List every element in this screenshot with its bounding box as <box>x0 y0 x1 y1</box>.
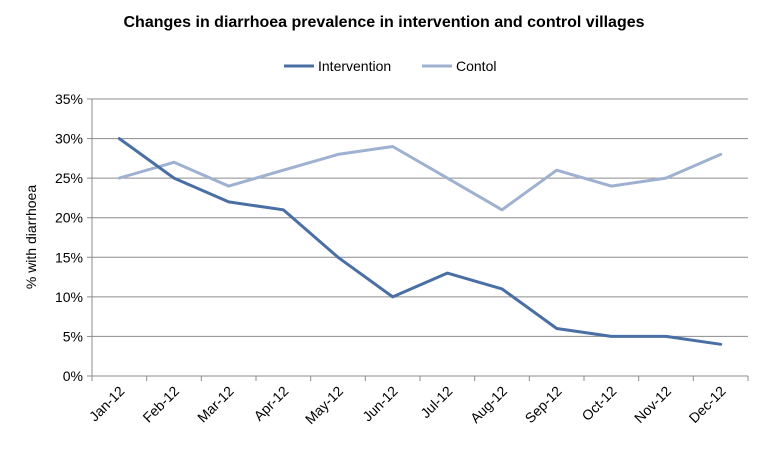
legend-label: Intervention <box>318 58 391 74</box>
x-tick-label: Feb-12 <box>139 383 182 426</box>
y-tick-label: 15% <box>55 249 83 265</box>
x-tick-label: Nov-12 <box>631 383 674 426</box>
y-tick-label: 35% <box>55 91 83 107</box>
x-tick-label: Aug-12 <box>467 383 510 426</box>
x-tick-label: Jul-12 <box>417 383 455 421</box>
y-tick-label: 5% <box>63 328 83 344</box>
series-line-intervention <box>117 137 723 346</box>
x-tick-label: Oct-12 <box>578 383 619 424</box>
series-line-contol <box>117 145 723 212</box>
y-axis-label: % with diarrhoea <box>23 185 39 289</box>
y-tick-label: 20% <box>55 210 83 226</box>
x-tick-label: Apr-12 <box>250 383 291 424</box>
x-tick-label: Jun-12 <box>359 383 401 425</box>
x-tick-label: May-12 <box>302 383 346 427</box>
y-tick-label: 25% <box>55 170 83 186</box>
legend-label: Contol <box>456 58 496 74</box>
y-tick-label: 30% <box>55 131 83 147</box>
y-tick-label: 10% <box>55 289 83 305</box>
y-tick-label: 0% <box>63 368 83 384</box>
x-tick-label: Jan-12 <box>86 383 128 425</box>
x-tick-label: Mar-12 <box>194 383 237 426</box>
x-tick-label: Sep-12 <box>522 383 565 426</box>
chart-title: Changes in diarrhoea prevalence in inter… <box>123 14 645 31</box>
x-tick-label: Dec-12 <box>686 383 729 426</box>
